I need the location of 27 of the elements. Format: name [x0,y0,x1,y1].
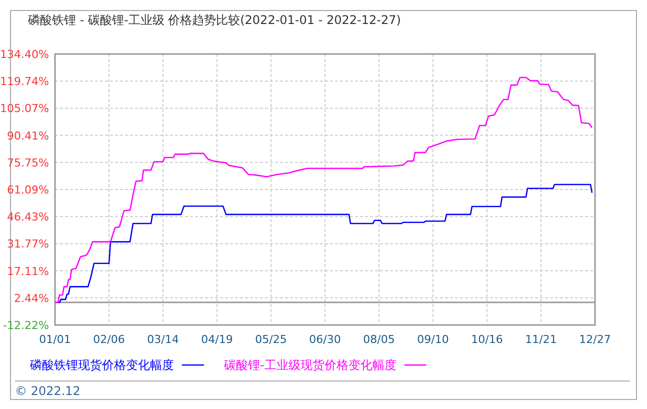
y-tick-label: 61.09% [7,184,49,196]
x-tick-label: 11/21 [525,333,557,346]
x-tick-label: 01/01 [39,333,71,346]
text: © 2022.12 [15,384,80,398]
y-tick-label: 46.43% [7,210,49,224]
legend-label: 磷酸铁锂现货价格变化幅度 [29,358,174,372]
y-tick-label: 119.74% [0,75,49,88]
y-tick-label: 134.40% [0,48,49,61]
line-series [54,76,593,304]
y-tick-label: 17.11% [7,264,49,278]
y-tick-label: -12.22% [3,319,49,332]
x-tick-label: 04/19 [201,333,233,346]
x-tick-label: 12/27 [579,333,611,346]
x-tick-label: 03/14 [147,333,179,346]
y-tick-label: 105.07% [0,102,49,116]
y-tick-label: 75.75% [7,156,49,170]
x-tick-label: 05/25 [255,333,287,346]
y-tick-label: 90.41% [7,129,49,142]
x-tick-label: 08/05 [363,333,395,346]
chart-title: 磷酸铁锂 - 碳酸锂-工业级 价格趋势比较(2022-01-01 - 2022-12-27) [27,13,401,27]
x-tick-label: 06/30 [309,333,341,346]
legend-label: 碳酸锂-工业级现货价格变化幅度 [223,358,396,372]
x-tick-label: 02/06 [93,333,125,346]
y-tick-label: 31.77% [7,238,49,251]
x-tick-label: 10/16 [471,333,503,346]
y-tick-label: 2.44% [14,292,49,305]
x-tick-label: 09/10 [417,333,449,346]
